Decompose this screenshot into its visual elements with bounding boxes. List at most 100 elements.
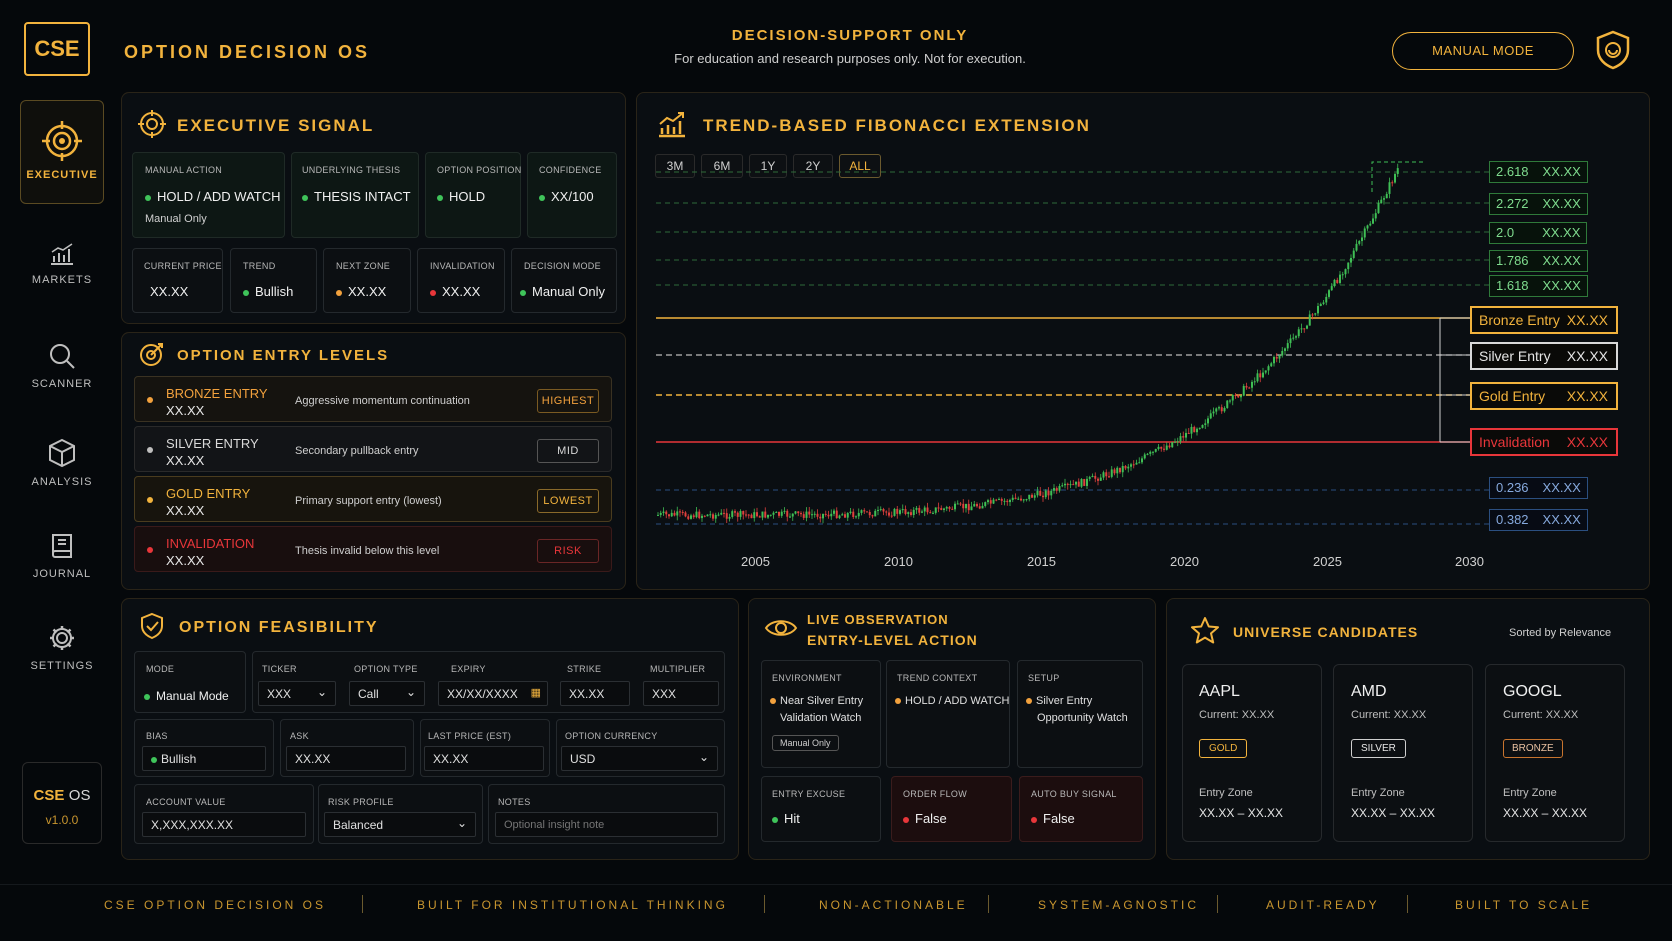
risk-profile-select[interactable]: Balanced ⌄ bbox=[324, 812, 476, 837]
invalidation-text: XX.XX bbox=[442, 284, 481, 299]
sidebar-item-analysis[interactable]: ANALYSIS bbox=[20, 438, 104, 528]
logo-box: CSE bbox=[24, 22, 90, 76]
option-type-select[interactable]: Call ⌄ bbox=[349, 681, 425, 706]
expiry-input[interactable]: XX/XX/XXXX ▦ bbox=[438, 681, 548, 706]
candle-body bbox=[1028, 494, 1031, 500]
candidate-card-aapl[interactable]: AAPL Current: XX.XX GOLD Entry Zone XX.X… bbox=[1182, 664, 1322, 842]
ticker-label: TICKER bbox=[262, 664, 297, 674]
timeframe-all[interactable]: ALL bbox=[839, 154, 881, 178]
candle-body bbox=[1091, 475, 1094, 478]
sidebar-item-journal[interactable]: JOURNAL bbox=[20, 532, 104, 622]
mode-label: MODE bbox=[146, 664, 175, 674]
candle-body bbox=[1080, 478, 1083, 487]
candle-body bbox=[1289, 338, 1292, 344]
candle-body bbox=[745, 514, 747, 516]
timeframe-3m[interactable]: 3M bbox=[655, 154, 695, 178]
candle-body bbox=[1119, 467, 1121, 473]
setup-line2: Opportunity Watch bbox=[1037, 712, 1128, 724]
candle-body bbox=[761, 511, 764, 518]
candle-body bbox=[967, 503, 970, 511]
candle-body bbox=[1182, 436, 1185, 438]
sort-label[interactable]: Sorted by Relevance bbox=[1509, 627, 1612, 639]
gear-icon bbox=[50, 626, 74, 650]
timeframe-6m[interactable]: 6M bbox=[701, 154, 743, 178]
sidebar-item-label: SETTINGS bbox=[30, 660, 94, 672]
entry-name: GOLD ENTRY bbox=[166, 486, 251, 501]
option-position-text: HOLD bbox=[449, 189, 486, 204]
calendar-icon[interactable]: ▦ bbox=[530, 687, 541, 699]
manual-mode-button[interactable]: MANUAL MODE bbox=[1392, 32, 1574, 70]
target-icon bbox=[42, 121, 82, 161]
currency-select[interactable]: USD ⌄ bbox=[561, 746, 718, 771]
candle-body bbox=[816, 513, 819, 517]
candle-body bbox=[1361, 237, 1363, 242]
candle-body bbox=[701, 515, 703, 519]
fib-ratio: 0.382 bbox=[1496, 512, 1529, 527]
invalidation-cell bbox=[417, 248, 505, 313]
candle-body bbox=[1039, 490, 1042, 496]
candle-body bbox=[879, 509, 882, 511]
sidebar-item-scanner[interactable]: SCANNER bbox=[20, 342, 104, 432]
status-dot bbox=[147, 397, 153, 403]
chart-title: TREND-BASED FIBONACCI EXTENSION bbox=[703, 116, 1091, 135]
account-value-input[interactable]: X,XXX,XXX.XX bbox=[142, 812, 306, 837]
candle-body bbox=[899, 510, 901, 514]
ticker-select[interactable]: XXX ⌄ bbox=[258, 681, 336, 706]
candle-body bbox=[1344, 269, 1347, 275]
sidebar-item-markets[interactable]: MARKETS bbox=[20, 242, 104, 332]
invalidation-label: INVALIDATION bbox=[430, 261, 495, 271]
candle-body bbox=[846, 513, 849, 518]
footer-item: CSE OPTION DECISION OS bbox=[104, 898, 327, 912]
notes-input[interactable] bbox=[495, 812, 718, 837]
brand-label: CSE bbox=[33, 787, 65, 804]
currency-label: OPTION CURRENCY bbox=[565, 731, 658, 741]
sidebar-item-executive[interactable]: EXECUTIVE bbox=[20, 100, 104, 204]
candle-body bbox=[1369, 223, 1372, 226]
candidate-card-googl[interactable]: GOOGL Current: XX.XX BRONZE Entry Zone X… bbox=[1485, 664, 1625, 842]
candle-body bbox=[1152, 451, 1154, 453]
candle-body bbox=[904, 509, 907, 514]
status-dot bbox=[1026, 698, 1032, 705]
shield-icon[interactable] bbox=[1594, 30, 1632, 75]
entry-name: INVALIDATION bbox=[166, 536, 255, 551]
candle-body bbox=[863, 510, 866, 512]
entry-row-bronze[interactable]: BRONZE ENTRY XX.XX Aggressive momentum c… bbox=[134, 376, 612, 422]
candle-body bbox=[1363, 228, 1366, 238]
candle-body bbox=[844, 514, 846, 518]
fib-level-2272: 2.272 XX.XX bbox=[1489, 193, 1588, 215]
trend-context-label: TREND CONTEXT bbox=[897, 673, 978, 683]
expiry-value: XX/XX/XXXX bbox=[447, 687, 518, 701]
entry-row-silver[interactable]: SILVER ENTRY XX.XX Secondary pullback en… bbox=[134, 426, 612, 472]
ask-input[interactable]: XX.XX bbox=[286, 746, 406, 771]
candle-body bbox=[915, 507, 918, 510]
footer-item: NON-ACTIONABLE bbox=[819, 898, 968, 912]
candle-body bbox=[673, 512, 676, 516]
entry-row-invalidation[interactable]: INVALIDATION XX.XX Thesis invalid below … bbox=[134, 526, 612, 572]
sidebar-item-settings[interactable]: SETTINGS bbox=[20, 624, 104, 714]
candle-body bbox=[1234, 395, 1237, 397]
candidate-card-amd[interactable]: AMD Current: XX.XX SILVER Entry Zone XX.… bbox=[1333, 664, 1473, 842]
candle-body bbox=[1042, 495, 1044, 498]
strike-input[interactable]: XX.XX bbox=[560, 681, 630, 706]
auto-buy-cell bbox=[1019, 776, 1143, 842]
candle-body bbox=[659, 512, 662, 515]
candle-body bbox=[1259, 373, 1262, 378]
fib-ratio: 1.786 bbox=[1496, 253, 1529, 268]
multiplier-input[interactable]: XXX bbox=[643, 681, 719, 706]
candle-body bbox=[1350, 257, 1352, 263]
candle-body bbox=[1143, 454, 1146, 459]
timeframe-1y[interactable]: 1Y bbox=[749, 154, 787, 178]
status-dot bbox=[147, 497, 153, 503]
candle-body bbox=[1174, 441, 1176, 443]
entry-row-gold[interactable]: GOLD ENTRY XX.XX Primary support entry (… bbox=[134, 476, 612, 522]
candle-body bbox=[965, 503, 967, 509]
brand-os: OS bbox=[68, 787, 91, 804]
timeframe-2y[interactable]: 2Y bbox=[793, 154, 833, 178]
last-price-input[interactable]: XX.XX bbox=[424, 746, 544, 771]
bias-field[interactable]: Bullish bbox=[142, 746, 266, 771]
entry-value: XX.XX bbox=[166, 503, 205, 518]
auto-buy-label: AUTO BUY SIGNAL bbox=[1031, 789, 1117, 799]
mode-value: Manual Mode bbox=[144, 689, 229, 703]
candle-body bbox=[703, 515, 706, 517]
fib-ratio: 1.618 bbox=[1496, 278, 1529, 293]
